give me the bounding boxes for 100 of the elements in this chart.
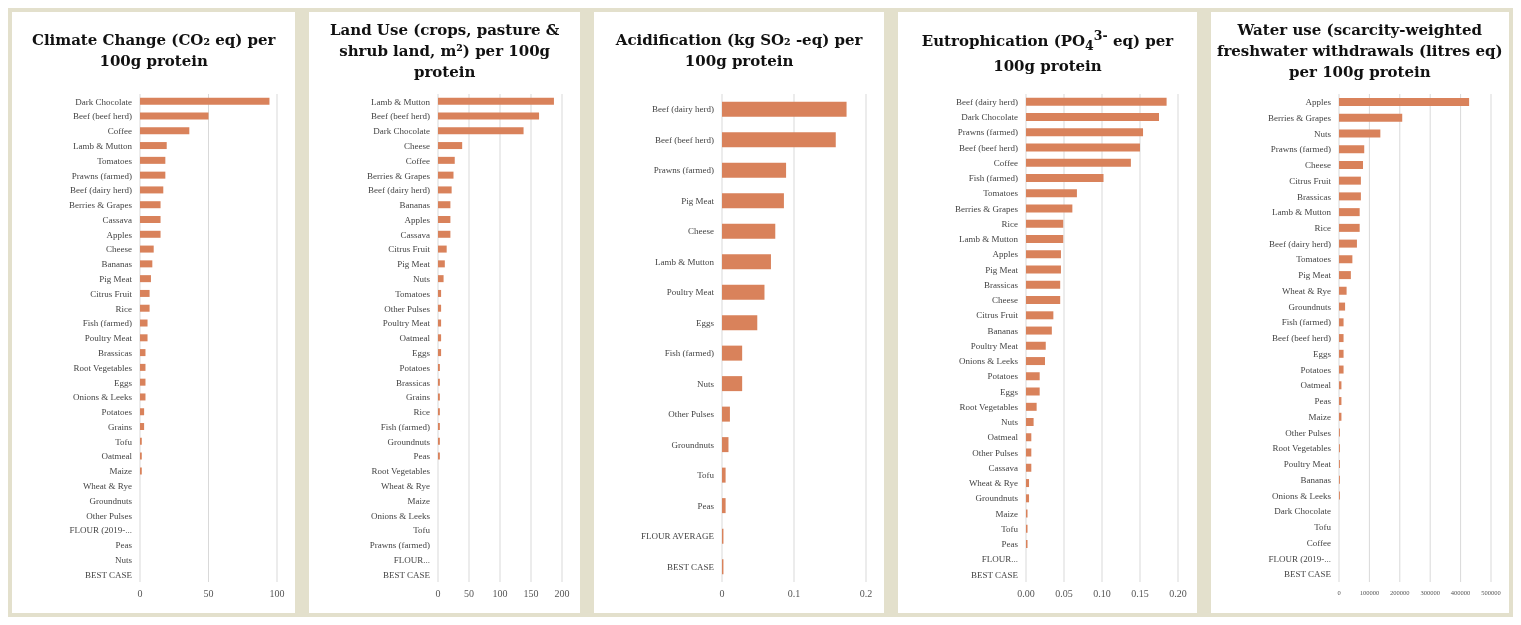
y-tick-label: Peas — [1314, 396, 1332, 407]
y-tick-label: Poultry Meat — [666, 287, 715, 298]
y-tick-label: Root Vegetables — [959, 401, 1019, 412]
x-tick-label: 0.1 — [787, 588, 801, 600]
y-tick-label: BEST CASE — [667, 561, 715, 572]
bar — [437, 349, 441, 357]
y-tick-label: Groundnuts — [387, 436, 431, 447]
y-tick-label: Pig Meat — [985, 264, 1019, 275]
bar — [140, 408, 145, 416]
y-tick-label: Oatmeal — [1300, 380, 1332, 391]
y-tick-label: Onions & Leeks — [370, 510, 431, 521]
y-tick-label: Groundnuts — [89, 495, 133, 506]
chart-title: Water use (scarcity-weighted freshwater withdrawals (litres eq) per 100g protein — [1216, 19, 1503, 83]
y-tick-label: Apples — [992, 249, 1019, 260]
y-tick-label: BEST CASE — [971, 569, 1019, 580]
y-tick-label: Poultry Meat — [84, 333, 133, 344]
bar — [1026, 235, 1064, 244]
y-tick-label: Berries & Grapes — [69, 200, 133, 211]
bar — [437, 156, 455, 164]
y-tick-label: Peas — [115, 540, 133, 551]
bar — [437, 319, 441, 327]
bar — [140, 423, 145, 431]
bar — [140, 186, 164, 194]
bar — [1026, 296, 1061, 305]
bar — [437, 289, 441, 297]
bar — [437, 245, 447, 253]
x-tick-label: 0.20 — [1169, 588, 1188, 600]
y-tick-label: Other Pulses — [1285, 427, 1332, 438]
bar — [140, 393, 146, 401]
bar — [437, 304, 441, 312]
bar — [1026, 433, 1032, 442]
bar — [1026, 357, 1046, 366]
y-tick-label: Coffee — [405, 155, 430, 166]
bar — [140, 142, 167, 150]
bar — [1026, 265, 1062, 274]
y-tick-label: FLOUR... — [982, 554, 1019, 565]
bar — [1026, 189, 1078, 198]
y-tick-label: Beef (beef herd) — [1271, 333, 1331, 344]
y-tick-label: Groundnuts — [671, 439, 715, 450]
y-tick-label: Root Vegetables — [371, 466, 431, 477]
y-tick-label: Onions & Leeks — [959, 356, 1019, 367]
bar — [722, 406, 731, 422]
y-tick-label: Wheat & Rye — [969, 478, 1019, 489]
bar — [437, 275, 444, 283]
y-tick-label: Other Pulses — [972, 447, 1019, 458]
y-tick-label: Rice — [1001, 218, 1019, 229]
y-tick-label: Brassicas — [395, 377, 431, 388]
x-tick-label: 0.15 — [1131, 588, 1150, 600]
y-tick-label: Apples — [106, 229, 133, 240]
y-tick-label: Brassicas — [1296, 191, 1332, 202]
chart-title: Climate Change (CO₂ eq) per 100g protein — [30, 30, 277, 72]
y-tick-label: Dark Chocolate — [961, 112, 1019, 123]
y-tick-label: Beef (beef herd) — [959, 142, 1019, 153]
y-tick-label: Coffee — [107, 126, 133, 137]
bar — [437, 230, 451, 238]
y-tick-label: Cheese — [688, 226, 715, 237]
bar — [140, 275, 152, 283]
y-tick-label: Cassava — [400, 229, 430, 240]
y-tick-label: Nuts — [412, 274, 431, 285]
x-tick-label: 0.2 — [859, 588, 873, 600]
bar — [1338, 97, 1469, 106]
bar — [722, 162, 787, 178]
bar — [140, 334, 148, 342]
bar — [1338, 160, 1363, 169]
y-tick-label: Citrus Fruit — [976, 310, 1019, 321]
bar — [722, 101, 847, 117]
y-tick-label: Other Pulses — [86, 510, 133, 521]
bar — [1026, 174, 1104, 183]
y-tick-label: Tomatoes — [983, 188, 1019, 199]
y-tick-label: Prawns (farmed) — [958, 127, 1019, 138]
y-tick-label: Cassava — [988, 462, 1019, 473]
y-tick-label: Nuts — [115, 555, 133, 566]
y-tick-label: Lamb & Mutton — [73, 140, 133, 151]
y-tick-label: Berries & Grapes — [955, 203, 1019, 214]
y-tick-label: FLOUR AVERAGE — [641, 531, 715, 542]
bar — [722, 254, 772, 270]
bar — [1026, 494, 1030, 503]
chart-title: Acidification (kg SO₂ -eq) per 100g protein — [614, 30, 864, 72]
bar — [1026, 311, 1054, 320]
bar — [1338, 365, 1344, 374]
bar — [140, 304, 150, 312]
y-tick-label: Dark Chocolate — [75, 96, 133, 107]
bar — [1338, 271, 1351, 280]
y-tick-label: Brassicas — [98, 347, 133, 358]
y-tick-label: Tomatoes — [394, 288, 431, 299]
y-tick-label: Poultry Meat — [1283, 459, 1332, 470]
y-tick-label: Grains — [405, 392, 431, 403]
y-tick-label: Wheat & Rye — [83, 481, 133, 492]
bar — [1338, 349, 1344, 358]
bar — [140, 156, 166, 164]
y-tick-label: Nuts — [1313, 128, 1332, 139]
y-tick-label: Beef (beef herd) — [73, 111, 133, 122]
bar — [437, 216, 451, 223]
bar — [1338, 255, 1353, 264]
y-tick-label: Coffee — [1306, 537, 1331, 548]
bar — [1026, 341, 1047, 350]
y-tick-label: Tofu — [697, 470, 715, 481]
bar — [1026, 250, 1062, 259]
x-tick-label: 0 — [435, 588, 441, 600]
y-tick-label: Berries & Grapes — [366, 170, 431, 181]
